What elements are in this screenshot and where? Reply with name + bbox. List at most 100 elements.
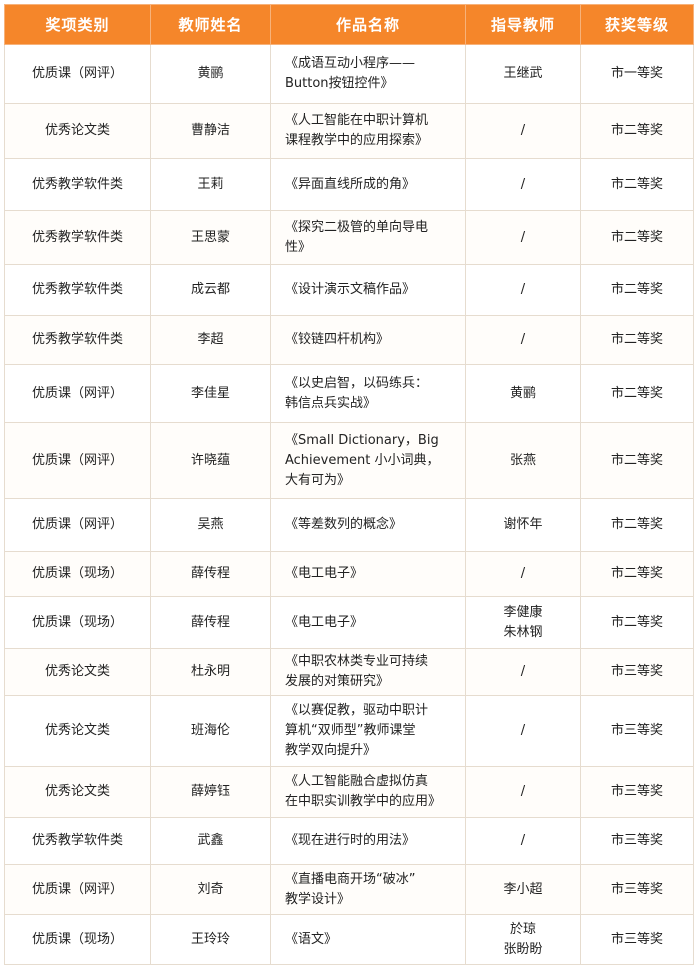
cell-work: 《探究二极管的单向导电 性》 [270, 210, 466, 265]
table-row: 优质课（现场） 王玲玲 《语文》 於琼 张盼盼 市三等奖 [4, 914, 694, 965]
cell-teacher: 王思蒙 [150, 210, 271, 265]
table-row: 优秀教学软件类 成云都 《设计演示文稿作品》 / 市二等奖 [4, 264, 694, 316]
table-row: 优秀教学软件类 李超 《铰链四杆机构》 / 市二等奖 [4, 315, 694, 365]
cell-work: 《设计演示文稿作品》 [270, 264, 466, 316]
cell-award: 市二等奖 [580, 264, 694, 316]
table-row: 优质课（网评） 吴燕 《等差数列的概念》 谢怀年 市二等奖 [4, 498, 694, 552]
cell-teacher: 许晓蕴 [150, 422, 271, 499]
table-row: 优秀论文类 曹静洁 《人工智能在中职计算机 课程教学中的应用探索》 / 市二等奖 [4, 103, 694, 159]
cell-work: 《人工智能融合虚拟仿真 在中职实训教学中的应用》 [270, 766, 466, 818]
cell-award: 市二等奖 [580, 158, 694, 211]
cell-work: 《等差数列的概念》 [270, 498, 466, 552]
cell-teacher: 薛婷钰 [150, 766, 271, 818]
cell-category: 优质课（网评） [4, 864, 151, 915]
cell-teacher: 吴燕 [150, 498, 271, 552]
cell-teacher: 武鑫 [150, 817, 271, 865]
table-row: 优秀教学软件类 王思蒙 《探究二极管的单向导电 性》 / 市二等奖 [4, 210, 694, 265]
cell-award: 市三等奖 [580, 914, 694, 965]
cell-teacher: 王玲玲 [150, 914, 271, 965]
cell-work: 《电工电子》 [270, 551, 466, 597]
cell-advisor: 李小超 [465, 864, 581, 915]
cell-award: 市三等奖 [580, 766, 694, 818]
cell-teacher: 成云都 [150, 264, 271, 316]
cell-category: 优秀论文类 [4, 695, 151, 767]
cell-category: 优秀教学软件类 [4, 817, 151, 865]
cell-category: 优秀教学软件类 [4, 264, 151, 316]
table-row: 优质课（网评） 刘奇 《直播电商开场“破冰” 教学设计》 李小超 市三等奖 [4, 864, 694, 915]
table-row: 优质课（网评） 许晓蕴 《Small Dictionary，Big Achievem… [4, 422, 694, 499]
cell-advisor: / [465, 315, 581, 365]
cell-work: 《语文》 [270, 914, 466, 965]
cell-award: 市二等奖 [580, 210, 694, 265]
cell-award: 市二等奖 [580, 422, 694, 499]
cell-award: 市二等奖 [580, 315, 694, 365]
header-award: 获奖等级 [580, 4, 694, 45]
cell-advisor: / [465, 817, 581, 865]
header-row: 奖项类别 教师姓名 作品名称 指导教师 获奖等级 [4, 4, 694, 45]
cell-advisor: 李健康 朱林钢 [465, 596, 581, 649]
cell-category: 优秀论文类 [4, 648, 151, 696]
cell-category: 优质课（现场） [4, 551, 151, 597]
cell-advisor: / [465, 158, 581, 211]
cell-advisor: 王继武 [465, 44, 581, 104]
cell-advisor: / [465, 766, 581, 818]
cell-award: 市三等奖 [580, 817, 694, 865]
cell-teacher: 薛传程 [150, 596, 271, 649]
table-row: 优秀论文类 班海伦 《以赛促教，驱动中职计 算机“双师型”教师课堂 教学双向提升》 /… [4, 695, 694, 767]
cell-advisor: / [465, 695, 581, 767]
table-row: 优质课（网评） 黄鹂 《成语互动小程序—— Button按钮控件》 王继武 市一等奖 [4, 44, 694, 104]
cell-work: 《异面直线所成的角》 [270, 158, 466, 211]
cell-award: 市三等奖 [580, 648, 694, 696]
cell-advisor: / [465, 264, 581, 316]
table-row: 优质课（现场） 薛传程 《电工电子》 李健康 朱林钢 市二等奖 [4, 596, 694, 649]
cell-advisor: 张燕 [465, 422, 581, 499]
table-row: 优秀论文类 薛婷钰 《人工智能融合虚拟仿真 在中职实训教学中的应用》 / 市三等奖 [4, 766, 694, 818]
cell-category: 优质课（现场） [4, 914, 151, 965]
cell-work: 《铰链四杆机构》 [270, 315, 466, 365]
cell-teacher: 班海伦 [150, 695, 271, 767]
cell-category: 优质课（网评） [4, 498, 151, 552]
cell-teacher: 杜永明 [150, 648, 271, 696]
cell-category: 优质课（现场） [4, 596, 151, 649]
cell-work: 《现在进行时的用法》 [270, 817, 466, 865]
header-advisor: 指导教师 [465, 4, 581, 45]
table-row: 优质课（现场） 薛传程 《电工电子》 / 市二等奖 [4, 551, 694, 597]
cell-teacher: 李佳星 [150, 364, 271, 423]
cell-advisor: / [465, 648, 581, 696]
cell-teacher: 曹静洁 [150, 103, 271, 159]
cell-award: 市二等奖 [580, 551, 694, 597]
cell-advisor: 黄鹂 [465, 364, 581, 423]
cell-work: 《以赛促教，驱动中职计 算机“双师型”教师课堂 教学双向提升》 [270, 695, 466, 767]
cell-category: 优质课（网评） [4, 364, 151, 423]
awards-table: 奖项类别 教师姓名 作品名称 指导教师 获奖等级 优质课（网评） 黄鹂 《成语互动小… [4, 4, 694, 965]
cell-award: 市三等奖 [580, 695, 694, 767]
cell-advisor: / [465, 103, 581, 159]
cell-category: 优秀教学软件类 [4, 158, 151, 211]
cell-advisor: / [465, 551, 581, 597]
cell-category: 优质课（网评） [4, 422, 151, 499]
cell-advisor: 谢怀年 [465, 498, 581, 552]
cell-work: 《人工智能在中职计算机 课程教学中的应用探索》 [270, 103, 466, 159]
cell-teacher: 薛传程 [150, 551, 271, 597]
cell-work: 《成语互动小程序—— Button按钮控件》 [270, 44, 466, 104]
cell-advisor: / [465, 210, 581, 265]
cell-category: 优秀论文类 [4, 766, 151, 818]
cell-category: 优秀论文类 [4, 103, 151, 159]
cell-advisor: 於琼 张盼盼 [465, 914, 581, 965]
header-work: 作品名称 [270, 4, 466, 45]
header-teacher: 教师姓名 [150, 4, 271, 45]
cell-award: 市二等奖 [580, 596, 694, 649]
cell-award: 市二等奖 [580, 364, 694, 423]
cell-work: 《电工电子》 [270, 596, 466, 649]
table-row: 优秀论文类 杜永明 《中职农林类专业可持续 发展的对策研究》 / 市三等奖 [4, 648, 694, 696]
cell-teacher: 李超 [150, 315, 271, 365]
table-row: 优质课（网评） 李佳星 《以史启智，以码练兵： 韩信点兵实战》 黄鹂 市二等奖 [4, 364, 694, 423]
cell-category: 优秀教学软件类 [4, 315, 151, 365]
header-category: 奖项类别 [4, 4, 151, 45]
cell-category: 优质课（网评） [4, 44, 151, 104]
cell-teacher: 刘奇 [150, 864, 271, 915]
cell-teacher: 黄鹂 [150, 44, 271, 104]
cell-work: 《Small Dictionary，Big Achievement 小小词典， … [270, 422, 466, 499]
table-row: 优秀教学软件类 王莉 《异面直线所成的角》 / 市二等奖 [4, 158, 694, 211]
cell-category: 优秀教学软件类 [4, 210, 151, 265]
